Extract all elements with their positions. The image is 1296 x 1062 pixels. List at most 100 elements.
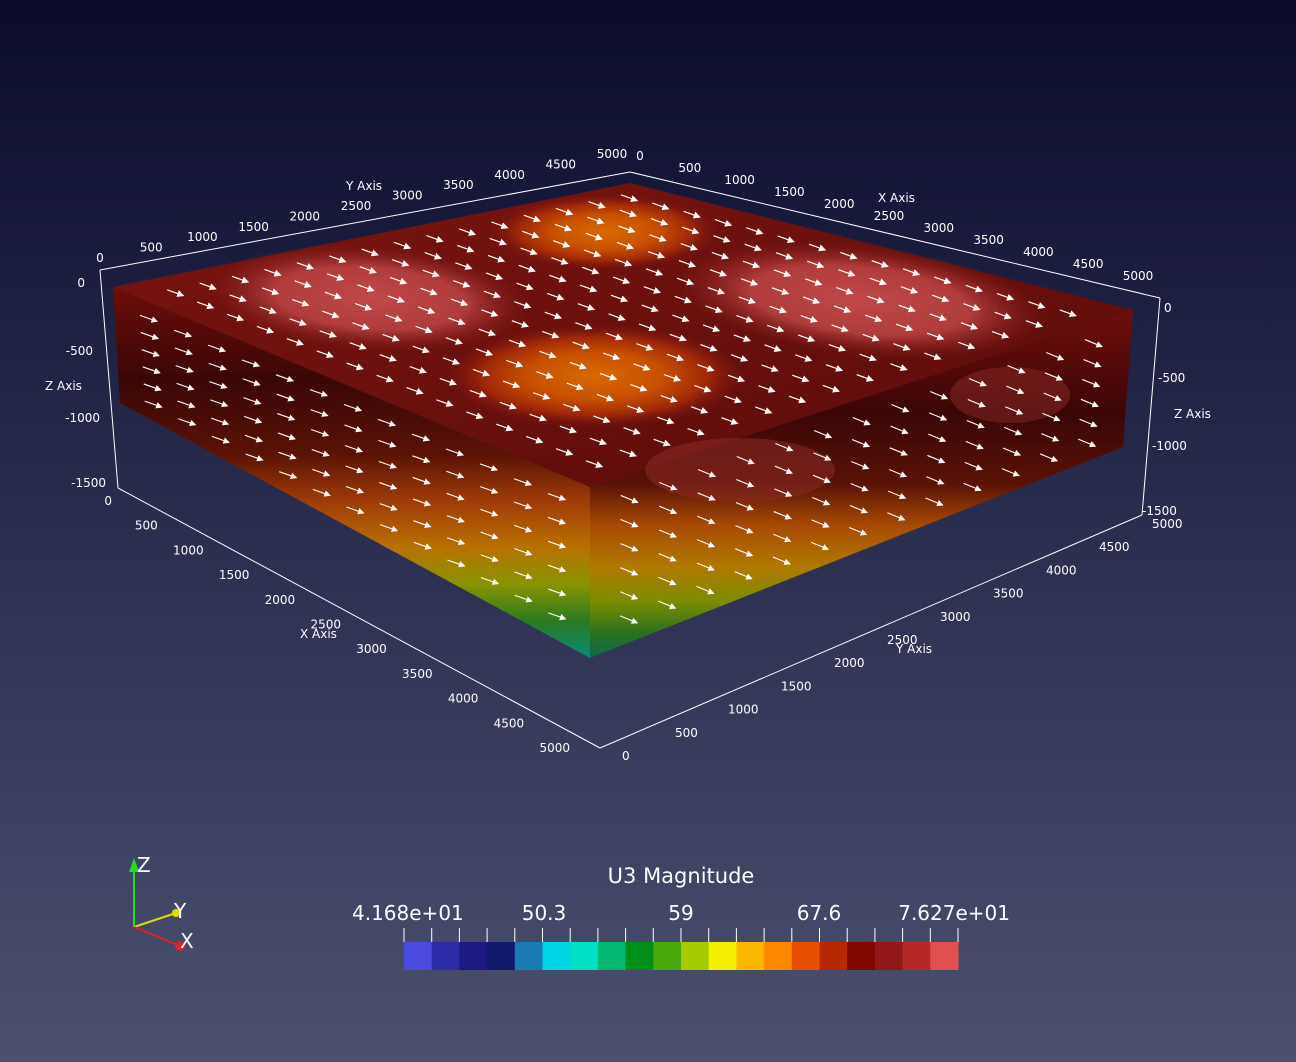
vector-glyph	[724, 395, 742, 404]
vector-glyph	[792, 374, 810, 383]
vector-glyph	[485, 272, 504, 281]
vector-glyph	[175, 365, 194, 373]
vector-glyph	[446, 537, 466, 546]
vector-glyph	[967, 398, 986, 408]
vector-glyph	[683, 210, 701, 219]
vector-glyph	[887, 490, 907, 500]
vector-glyph	[261, 287, 280, 296]
vector-glyph	[244, 434, 263, 443]
vector-glyph	[359, 266, 377, 274]
vector-glyph	[1003, 426, 1023, 436]
axis-tick-label: 2000	[290, 209, 321, 223]
vector-glyph	[226, 313, 245, 322]
vector-glyph	[697, 468, 717, 478]
vector-glyph	[669, 333, 687, 342]
vector-glyph	[506, 359, 524, 368]
vector-glyph	[659, 481, 678, 491]
vector-glyph	[711, 251, 729, 260]
vector-glyph	[539, 350, 557, 359]
axis-tick-label: 3000	[392, 189, 423, 203]
vector-glyph	[964, 461, 983, 471]
vector-glyph	[1059, 309, 1077, 318]
color-legend-ticks	[403, 928, 959, 942]
vector-glyph	[928, 433, 947, 443]
axis-tick-label: 1500	[781, 679, 812, 693]
vector-glyph	[742, 260, 761, 269]
vector-glyph	[620, 591, 639, 600]
vector-glyph	[619, 615, 639, 624]
vector-glyph	[276, 393, 295, 402]
vector-glyph	[929, 313, 947, 322]
vector-glyph	[736, 315, 754, 323]
color-legend-label: 59	[668, 901, 693, 925]
vector-glyph	[764, 344, 782, 352]
vector-glyph	[851, 460, 870, 470]
vector-glyph	[312, 468, 331, 477]
axis-tick-label: 1500	[238, 220, 269, 234]
axis-tick-label: 2500	[874, 209, 905, 223]
vector-glyph	[345, 465, 364, 474]
vector-glyph	[652, 202, 670, 211]
color-legend-swatch	[570, 942, 599, 970]
vector-glyph	[682, 226, 700, 235]
vector-glyph	[828, 343, 847, 352]
vector-glyph	[177, 400, 196, 409]
vector-glyph	[925, 497, 944, 507]
vector-glyph	[242, 378, 261, 387]
vector-glyph	[851, 438, 871, 448]
vector-glyph	[542, 330, 560, 339]
vector-glyph	[478, 328, 496, 337]
color-legend-swatch	[902, 942, 931, 970]
vector-glyph	[424, 251, 442, 260]
vector-glyph	[472, 368, 491, 377]
axis-tick-label: -500	[66, 344, 93, 358]
vector-glyph	[480, 577, 500, 585]
vector-glyph	[436, 399, 454, 407]
vector-glyph	[211, 435, 230, 444]
vector-glyph	[772, 556, 791, 565]
vector-glyph	[575, 322, 593, 330]
axis-tick-label: 1000	[728, 703, 759, 717]
vector-glyph	[243, 415, 263, 424]
vector-glyph	[694, 384, 712, 393]
vector-glyph	[322, 310, 340, 319]
vector-glyph	[453, 280, 471, 288]
axis-tick-label: 1500	[774, 185, 805, 199]
vector-glyph	[690, 406, 709, 414]
vector-glyph	[289, 318, 307, 326]
block-left-face	[113, 287, 590, 658]
vector-glyph	[822, 384, 841, 393]
vector-glyph	[417, 306, 436, 315]
vector-glyph	[773, 511, 792, 520]
vector-glyph	[446, 515, 465, 523]
vector-glyph	[836, 286, 854, 295]
axis-tick-label: 0	[636, 149, 644, 163]
vector-glyph	[849, 504, 868, 514]
vector-glyph	[599, 372, 618, 381]
vector-glyph	[674, 295, 692, 304]
vector-glyph	[475, 348, 494, 357]
vector-glyph	[514, 301, 532, 309]
axis-tick-label: 4000	[494, 168, 525, 182]
vector-glyph	[379, 503, 398, 511]
axis-tick-label: 2000	[834, 656, 865, 670]
orientation-z-label: Z	[137, 853, 151, 877]
vector-glyph	[963, 303, 981, 311]
vector-glyph	[412, 345, 430, 354]
vector-glyph	[593, 415, 611, 424]
vector-glyph	[310, 409, 329, 417]
vector-glyph	[730, 354, 749, 362]
vector-glyph	[647, 250, 666, 259]
vector-glyph	[812, 497, 831, 506]
vector-glyph	[316, 350, 334, 359]
axis-tick-label: 2500	[887, 633, 918, 647]
vector-glyph	[616, 241, 635, 250]
color-legend-swatch	[791, 942, 820, 970]
vector-glyph	[343, 403, 363, 412]
vector-glyph	[697, 515, 716, 525]
vector-glyph	[658, 529, 677, 538]
vector-glyph	[773, 269, 792, 278]
vector-glyph	[378, 460, 397, 469]
vector-glyph	[141, 349, 160, 357]
